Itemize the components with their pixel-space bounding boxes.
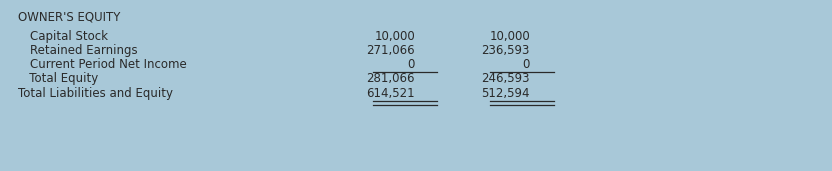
Text: Total Liabilities and Equity: Total Liabilities and Equity [18, 87, 173, 100]
Text: Retained Earnings: Retained Earnings [30, 44, 137, 57]
Text: Total Equity: Total Equity [18, 72, 98, 85]
Text: 614,521: 614,521 [366, 87, 415, 100]
Text: 271,066: 271,066 [366, 44, 415, 57]
Text: 10,000: 10,000 [374, 30, 415, 43]
Text: 512,594: 512,594 [482, 87, 530, 100]
Text: OWNER'S EQUITY: OWNER'S EQUITY [18, 10, 121, 23]
Text: 10,000: 10,000 [489, 30, 530, 43]
Text: 236,593: 236,593 [482, 44, 530, 57]
Text: 0: 0 [522, 58, 530, 71]
Text: 246,593: 246,593 [482, 72, 530, 85]
Text: 281,066: 281,066 [367, 72, 415, 85]
Text: 0: 0 [408, 58, 415, 71]
Text: Capital Stock: Capital Stock [30, 30, 108, 43]
Text: Current Period Net Income: Current Period Net Income [30, 58, 186, 71]
